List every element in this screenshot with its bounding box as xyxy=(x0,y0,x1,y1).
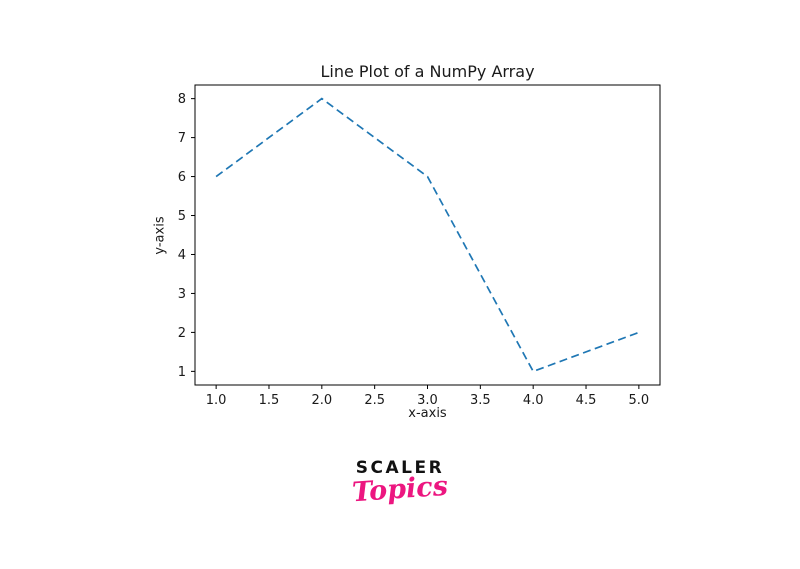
x-tick-label: 1.5 xyxy=(259,393,280,408)
y-tick-label: 1 xyxy=(178,365,186,380)
y-tick-label: 7 xyxy=(178,131,186,146)
x-axis-label: x-axis xyxy=(408,406,447,421)
x-tick-label: 4.5 xyxy=(576,393,597,408)
y-tick-label: 5 xyxy=(178,209,186,224)
y-tick-label: 8 xyxy=(178,92,186,107)
y-tick-label: 3 xyxy=(178,287,186,302)
y-tick-label: 4 xyxy=(178,248,186,263)
logo-brand-text: SCALER xyxy=(355,458,445,478)
x-tick-label: 5.0 xyxy=(629,393,650,408)
plot-border xyxy=(194,84,661,386)
y-axis-label: y-axis xyxy=(152,216,168,255)
x-tick-label: 2.0 xyxy=(311,393,332,408)
chart-title: Line Plot of a NumPy Array xyxy=(320,62,535,81)
scaler-topics-logo: SCALER Topics xyxy=(300,458,500,508)
x-tick-label: 3.5 xyxy=(470,393,491,408)
y-tick-label: 6 xyxy=(178,170,186,185)
x-tick-label: 2.5 xyxy=(364,393,385,408)
x-tick-label: 4.0 xyxy=(523,393,544,408)
x-tick-label: 3.0 xyxy=(417,393,438,408)
data-line xyxy=(215,97,640,373)
x-tick-label: 1.0 xyxy=(206,393,227,408)
y-tick-label: 2 xyxy=(178,326,186,341)
